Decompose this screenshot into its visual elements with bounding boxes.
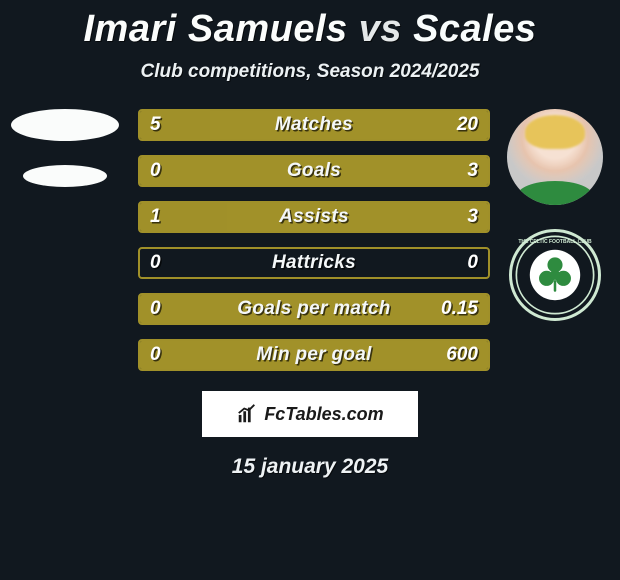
stat-value-left: 1 (150, 203, 161, 231)
stat-bar: Goals per match0 0.15 (138, 293, 490, 325)
player2-avatar (507, 109, 603, 205)
player2-crest: THE CELTIC FOOTBALL CLUB (509, 229, 601, 321)
comparison-title: Imari Samuels vs Scales (0, 0, 620, 51)
svg-text:THE CELTIC FOOTBALL CLUB: THE CELTIC FOOTBALL CLUB (518, 239, 592, 245)
stat-label: Goals per match (140, 295, 488, 323)
comparison-stage: THE CELTIC FOOTBALL CLUB Matches5 20 Goals… (0, 109, 620, 371)
stat-label: Assists (140, 203, 488, 231)
stat-value-left: 0 (150, 157, 161, 185)
stat-label: Min per goal (140, 341, 488, 369)
player1-column (6, 109, 124, 205)
stat-label: Hattricks (140, 249, 488, 277)
stat-bar: Assists1 3 (138, 201, 490, 233)
subtitle: Club competitions, Season 2024/2025 (0, 61, 620, 83)
stat-value-left: 0 (150, 249, 161, 277)
stat-value-right: 20 (457, 111, 478, 139)
brand-box: FcTables.com (202, 391, 418, 437)
stat-bar: Min per goal0 600 (138, 339, 490, 371)
stat-value-left: 0 (150, 295, 161, 323)
stat-value-right: 600 (446, 341, 478, 369)
stat-bar: Goals0 3 (138, 155, 490, 187)
stat-value-left: 0 (150, 341, 161, 369)
player2-name: Scales (413, 8, 536, 50)
stat-value-right: 0.15 (441, 295, 478, 323)
stat-bars: Matches520Goals03Assists13Hattricks00Goa… (138, 109, 490, 371)
vs-text: vs (359, 8, 402, 50)
stat-bar: Matches5 20 (138, 109, 490, 141)
player1-name: Imari Samuels (83, 8, 347, 50)
stat-value-right: 3 (467, 157, 478, 185)
date-text: 15 january 2025 (0, 455, 620, 479)
stat-value-right: 3 (467, 203, 478, 231)
player1-avatar-placeholder (11, 109, 119, 141)
stat-label: Matches (140, 111, 488, 139)
celtic-crest-icon: THE CELTIC FOOTBALL CLUB (513, 233, 597, 317)
stat-value-left: 5 (150, 111, 161, 139)
player1-crest-placeholder (23, 165, 107, 187)
chart-icon (236, 403, 258, 425)
stat-bar: Hattricks0 0 (138, 247, 490, 279)
stat-label: Goals (140, 157, 488, 185)
player2-column: THE CELTIC FOOTBALL CLUB (496, 109, 614, 321)
stat-value-right: 0 (467, 249, 478, 277)
brand-text: FcTables.com (264, 404, 383, 425)
